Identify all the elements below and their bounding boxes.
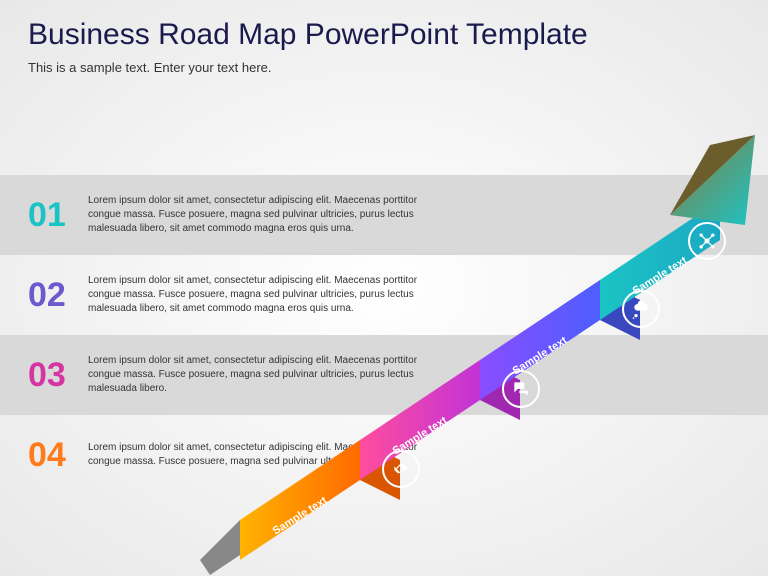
row-num-03: 03 [28, 356, 88, 395]
row-desc-02: Lorem ipsum dolor sit amet, consectetur … [88, 274, 428, 316]
network-icon [688, 222, 726, 260]
handshake-icon [382, 450, 420, 488]
row-num-01: 01 [28, 196, 88, 235]
row-desc-03: Lorem ipsum dolor sit amet, consectetur … [88, 354, 428, 396]
row-01: 01 Lorem ipsum dolor sit amet, consectet… [0, 175, 768, 255]
chat-icon [502, 370, 540, 408]
arrow-tail [200, 520, 240, 575]
row-num-04: 04 [28, 436, 88, 475]
row-03: 03 Lorem ipsum dolor sit amet, consectet… [0, 335, 768, 415]
row-num-02: 02 [28, 276, 88, 315]
thought-icon [622, 290, 660, 328]
row-desc-01: Lorem ipsum dolor sit amet, consectetur … [88, 194, 428, 236]
page-title: Business Road Map PowerPoint Template [0, 0, 768, 52]
rows-container: 01 Lorem ipsum dolor sit amet, consectet… [0, 175, 768, 495]
page-subtitle: This is a sample text. Enter your text h… [0, 52, 768, 75]
